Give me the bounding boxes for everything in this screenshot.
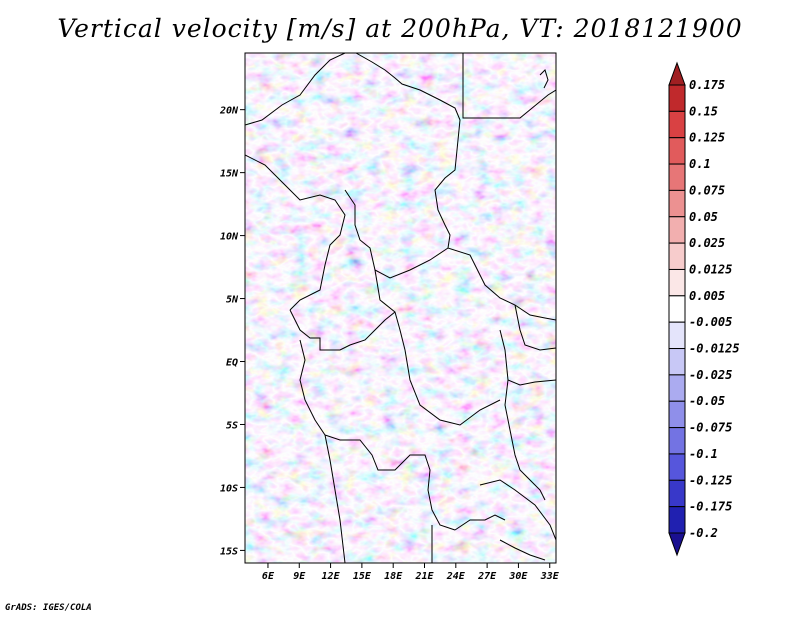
colorbar-label: 0.15 bbox=[689, 104, 718, 118]
longitude-axis: 6E 9E 12E 15E 18E 21E 24E 27E 30E 33E bbox=[262, 563, 560, 582]
colorbar-swatch bbox=[668, 242, 686, 270]
colorbar-label: 0.05 bbox=[689, 210, 718, 224]
colorbar-swatch bbox=[668, 110, 686, 139]
colorbar-label: 0.005 bbox=[689, 289, 725, 303]
lat-tick-label: 20N bbox=[219, 106, 239, 117]
colorbar-label: -0.05 bbox=[689, 394, 725, 408]
colorbar-swatch bbox=[668, 163, 686, 191]
grads-credit: GrADS: IGES/COLA bbox=[5, 603, 92, 613]
lat-tick-label: 10N bbox=[220, 232, 239, 243]
lat-tick-label: 15S bbox=[220, 546, 238, 557]
colorbar-swatch bbox=[668, 295, 686, 323]
lat-tick-label: EQ bbox=[226, 358, 238, 369]
colorbar: 0.175 0.15 0.125 0.1 0.075 0.05 0.025 0.0125 0.0… bbox=[668, 61, 740, 557]
colorbar-swatch bbox=[668, 479, 686, 508]
country-borders bbox=[245, 53, 556, 563]
colorbar-swatch bbox=[668, 374, 686, 402]
colorbar-label: -0.025 bbox=[689, 368, 732, 382]
lon-tick-label: 9E bbox=[293, 571, 306, 582]
lat-tick-label: 10S bbox=[220, 483, 238, 494]
vertical-velocity-field bbox=[245, 53, 556, 563]
map-panel bbox=[244, 52, 557, 564]
colorbar-swatch bbox=[668, 348, 686, 376]
colorbar-swatch bbox=[668, 427, 686, 455]
chart-title: Vertical velocity [m/s] at 200hPa, VT: 2… bbox=[57, 14, 743, 43]
colorbar-label: -0.2 bbox=[689, 526, 718, 540]
lon-tick-label: 24E bbox=[446, 571, 466, 582]
colorbar-max-arrow bbox=[668, 61, 686, 86]
colorbar-label: -0.075 bbox=[689, 421, 732, 435]
colorbar-label: -0.125 bbox=[689, 473, 732, 487]
colorbar-swatch bbox=[668, 84, 686, 112]
colorbar-swatch bbox=[668, 137, 686, 165]
colorbar-label: 0.175 bbox=[689, 78, 725, 92]
lon-tick-label: 21E bbox=[414, 571, 434, 582]
lat-tick-label: 15N bbox=[220, 169, 239, 180]
colorbar-label: -0.175 bbox=[689, 500, 732, 514]
colorbar-swatch bbox=[668, 189, 686, 218]
colorbar-swatch bbox=[668, 216, 686, 244]
colorbar-label: -0.0125 bbox=[689, 342, 740, 356]
colorbar-swatch bbox=[668, 506, 686, 534]
colorbar-label: 0.1 bbox=[689, 157, 711, 171]
colorbar-label: -0.005 bbox=[689, 315, 732, 329]
colorbar-label: -0.1 bbox=[689, 447, 718, 461]
lon-tick-label: 33E bbox=[540, 571, 560, 582]
colorbar-min-arrow bbox=[668, 532, 686, 557]
lon-tick-label: 6E bbox=[262, 571, 275, 582]
lon-tick-label: 15E bbox=[353, 571, 372, 582]
lat-tick-label: 5N bbox=[226, 295, 239, 306]
lon-tick-label: 12E bbox=[322, 571, 341, 582]
colorbar-label: 0.125 bbox=[689, 131, 725, 145]
colorbar-swatch bbox=[668, 400, 686, 429]
latitude-axis: 20N 15N 10N 5N EQ 5S 10S 15S bbox=[219, 106, 245, 557]
colorbar-swatch bbox=[668, 321, 686, 350]
lon-tick-label: 30E bbox=[508, 571, 528, 582]
colorbar-label: 0.0125 bbox=[689, 262, 732, 276]
lon-tick-label: 18E bbox=[384, 571, 403, 582]
colorbar-label: 0.025 bbox=[689, 236, 725, 250]
map-frame bbox=[244, 52, 557, 564]
lon-tick-label: 27E bbox=[477, 571, 497, 582]
colorbar-swatch bbox=[668, 453, 686, 481]
lat-tick-label: 5S bbox=[226, 420, 238, 431]
colorbar-label: 0.075 bbox=[689, 183, 725, 197]
colorbar-swatch bbox=[668, 268, 686, 297]
